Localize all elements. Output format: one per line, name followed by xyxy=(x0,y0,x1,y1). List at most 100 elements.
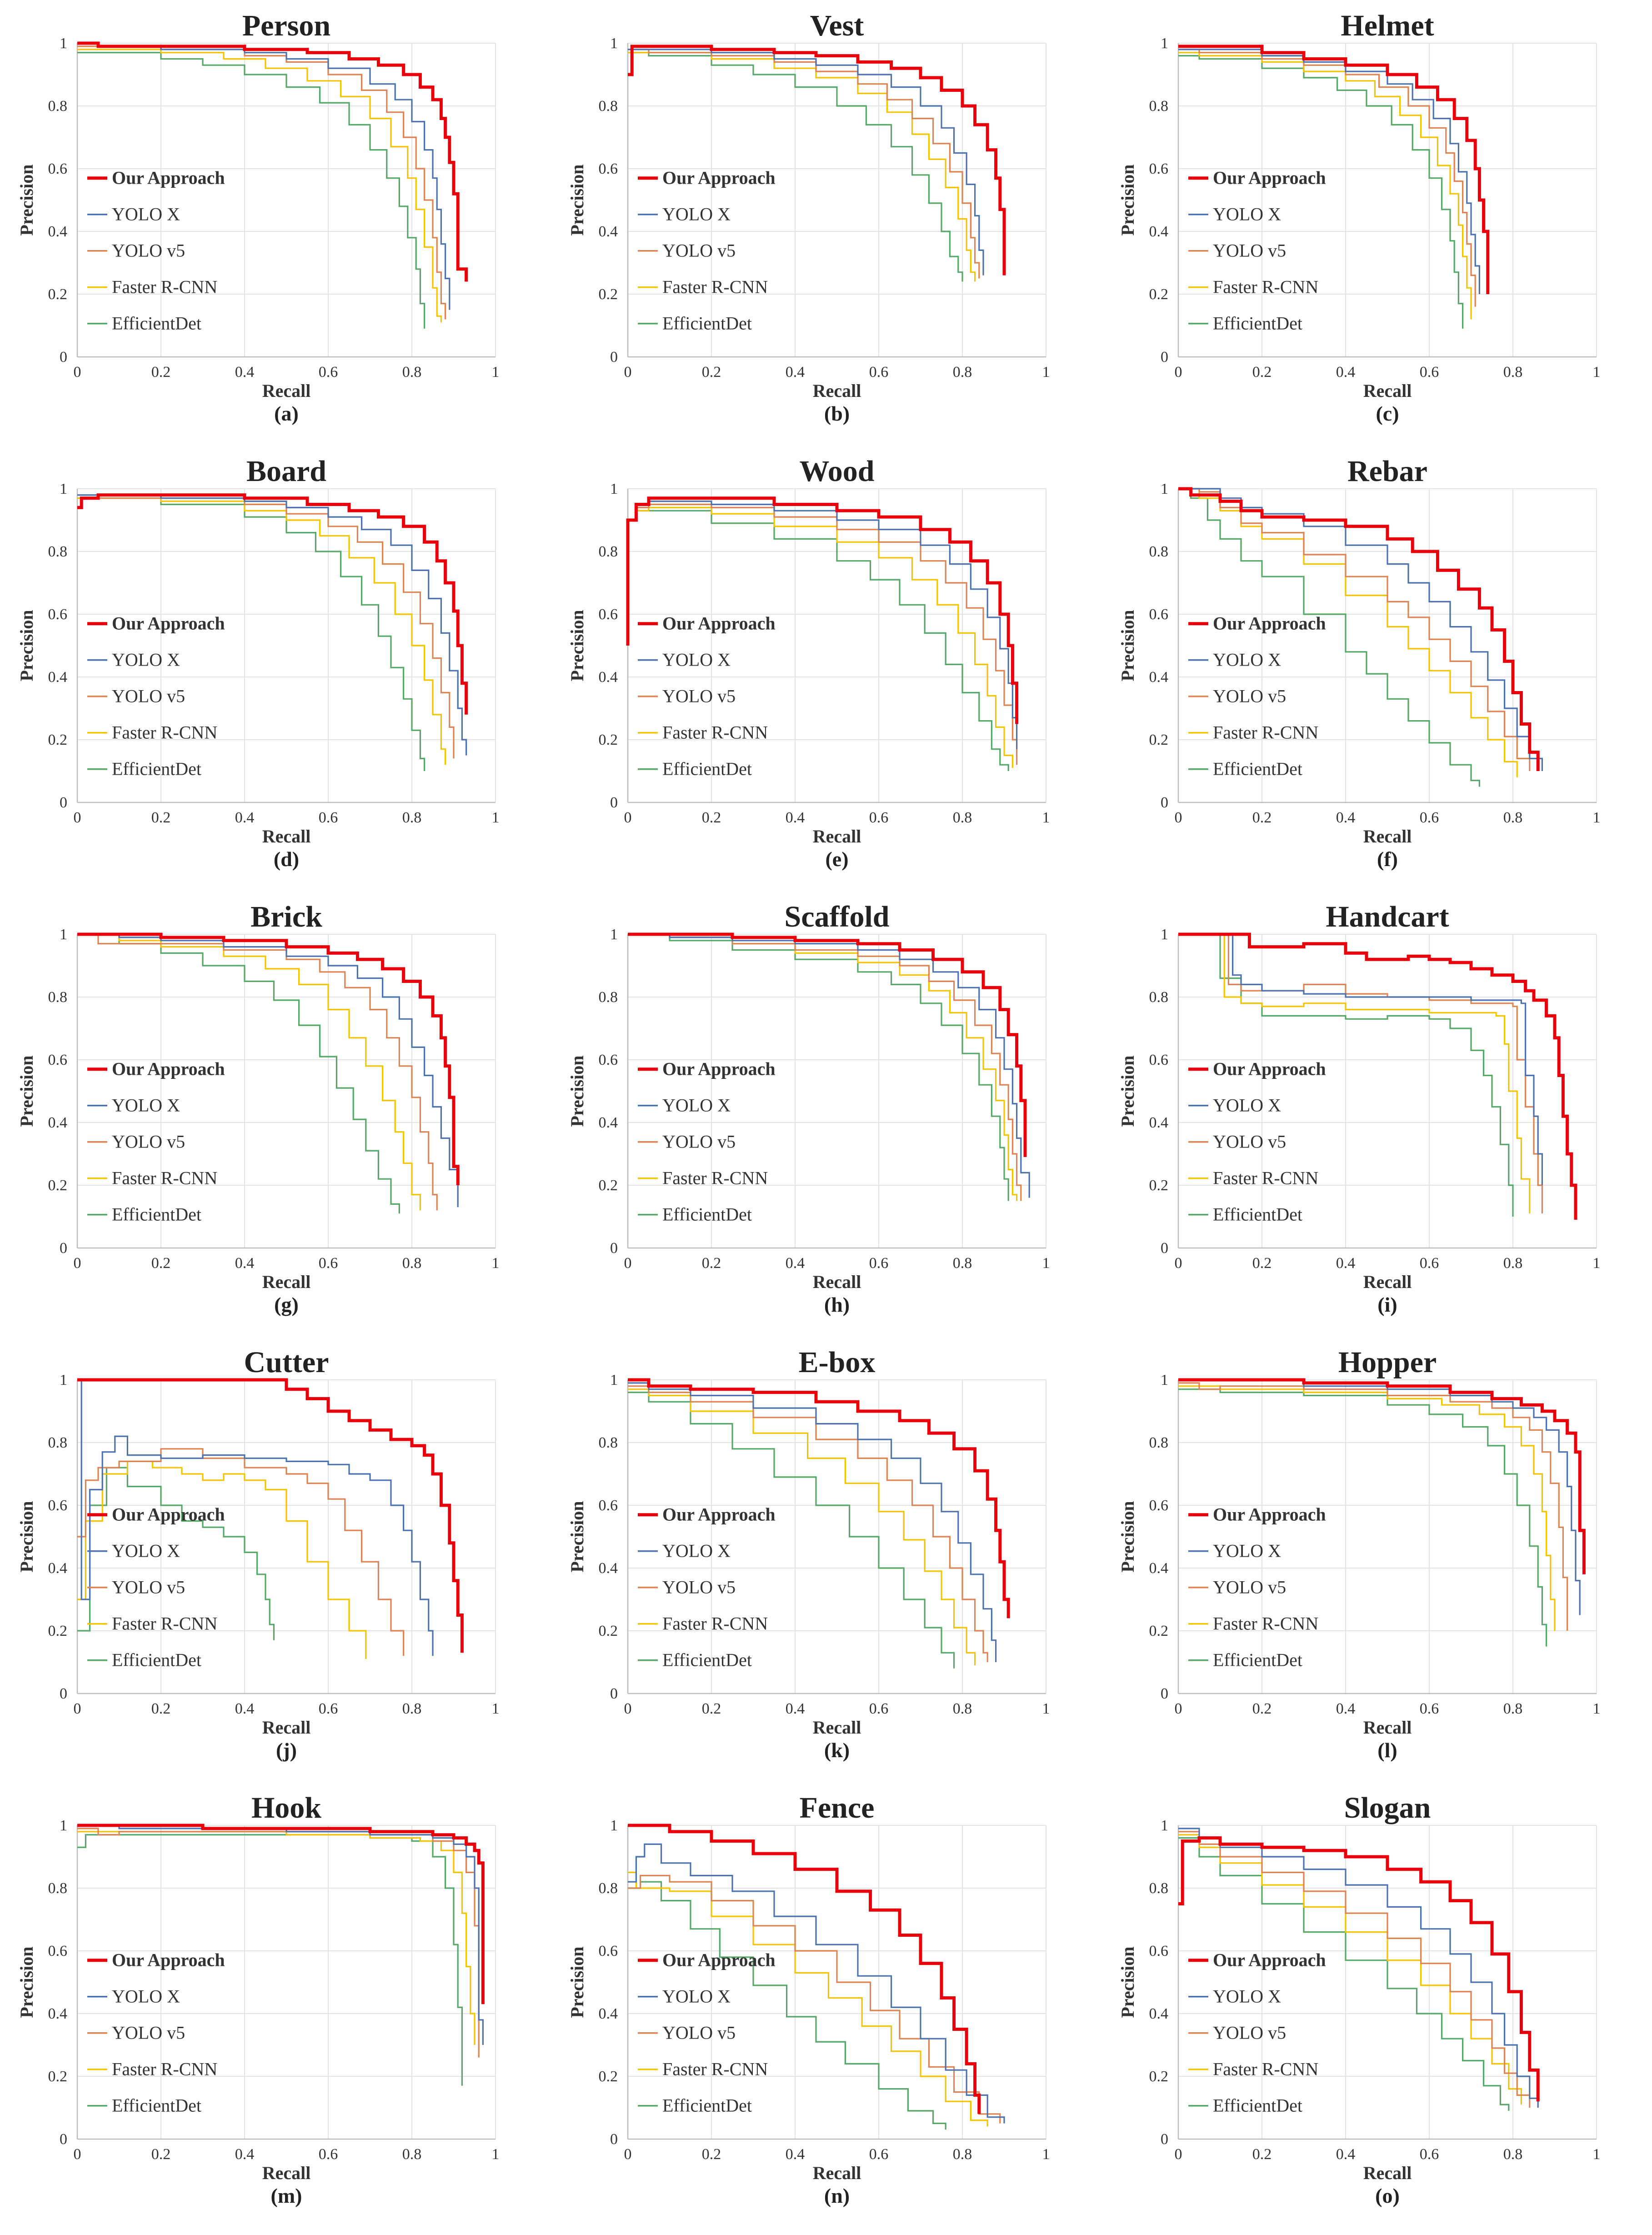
legend-entry: YOLO X xyxy=(662,1541,731,1561)
series-line-yolo-v5 xyxy=(628,1385,988,1662)
x-tick-label: 0.6 xyxy=(319,364,338,381)
x-tick-label: 0.4 xyxy=(235,1700,255,1717)
x-tick-label: 0.8 xyxy=(402,2146,422,2163)
y-axis-title: Precision xyxy=(16,1946,37,2018)
y-tick-label: 0 xyxy=(610,1240,618,1257)
x-tick-label: 0 xyxy=(74,1700,81,1717)
legend-entry: EfficientDet xyxy=(1213,759,1302,779)
legend-entry: Our Approach xyxy=(112,613,225,634)
y-tick-label: 0.6 xyxy=(48,1497,68,1514)
series-line-efficientdet xyxy=(628,933,1009,1201)
series-line-yolo-x xyxy=(1178,488,1543,771)
y-tick-label: 1 xyxy=(1161,1817,1168,1834)
x-axis-title: Recall xyxy=(1363,1717,1412,1738)
x-tick-label: 0.2 xyxy=(1252,1700,1272,1717)
chart-title: Wood xyxy=(799,455,874,488)
legend-entry: YOLO v5 xyxy=(112,1132,185,1152)
legend-entry: YOLO v5 xyxy=(662,241,736,261)
series-line-efficientdet xyxy=(1178,1388,1547,1647)
legend-entry: EfficientDet xyxy=(1213,1204,1302,1225)
y-tick-label: 0.6 xyxy=(599,1497,618,1514)
y-tick-label: 0.8 xyxy=(599,989,618,1006)
y-tick-label: 1 xyxy=(1161,926,1168,943)
x-tick-label: 0.2 xyxy=(151,364,171,381)
y-tick-label: 0.6 xyxy=(48,1943,68,1959)
panel-label: (i) xyxy=(1377,1293,1397,1316)
y-tick-label: 0.6 xyxy=(599,160,618,177)
legend-entry: Faster R-CNN xyxy=(112,1614,217,1634)
series-line-efficientdet xyxy=(1178,933,1514,1217)
x-tick-label: 1 xyxy=(1593,809,1601,826)
legend-entry: YOLO v5 xyxy=(662,686,736,707)
x-tick-label: 0.2 xyxy=(1252,364,1272,381)
y-tick-label: 0.4 xyxy=(48,669,68,686)
y-tick-label: 0.2 xyxy=(48,1177,68,1194)
y-tick-label: 1 xyxy=(60,481,67,497)
series-line-yolo-v5 xyxy=(628,1874,1001,2124)
legend-entry: YOLO v5 xyxy=(1213,2023,1286,2043)
series-line-yolo-x xyxy=(77,42,451,310)
chart-title: Scaffold xyxy=(785,900,890,933)
x-tick-label: 0.8 xyxy=(1503,2146,1523,2163)
y-tick-label: 1 xyxy=(1161,35,1168,52)
series-line-our-approach xyxy=(626,496,1019,724)
x-tick-label: 0.6 xyxy=(1420,2146,1439,2163)
x-tick-label: 1 xyxy=(1042,1255,1050,1272)
y-tick-label: 0 xyxy=(610,794,618,811)
y-tick-label: 0.4 xyxy=(1149,1114,1169,1131)
x-tick-label: 0.6 xyxy=(1420,364,1439,381)
y-tick-label: 0.2 xyxy=(1149,732,1169,748)
legend-entry: Faster R-CNN xyxy=(1213,722,1318,743)
x-tick-label: 0.8 xyxy=(953,364,972,381)
chart-panel-scaffold: Scaffold 0 0.2 0.4 0.6 0.8 1 0 0.2 0.4 0.6 0.8 1 Reca… xyxy=(567,900,1050,1316)
y-tick-label: 1 xyxy=(60,35,67,52)
panel-label: (h) xyxy=(824,1293,850,1316)
y-tick-label: 0.8 xyxy=(599,1434,618,1451)
series-line-yolo-v5 xyxy=(628,49,980,279)
x-tick-label: 1 xyxy=(492,1700,500,1717)
series-line-yolo-x xyxy=(628,1382,997,1662)
x-tick-label: 0.6 xyxy=(1420,809,1439,826)
y-tick-label: 1 xyxy=(1161,481,1168,497)
x-tick-label: 0.2 xyxy=(702,1700,721,1717)
legend-entry: YOLO X xyxy=(112,1986,180,2007)
y-axis-title: Precision xyxy=(1117,1055,1138,1127)
chart-title: E-box xyxy=(799,1346,876,1379)
y-tick-label: 0.4 xyxy=(48,1114,68,1131)
legend-entry: Our Approach xyxy=(112,168,225,188)
x-axis-title: Recall xyxy=(813,1272,861,1292)
panel-label: (k) xyxy=(824,1739,850,1762)
x-tick-label: 0.2 xyxy=(1252,2146,1272,2163)
y-tick-label: 1 xyxy=(610,1372,618,1388)
y-tick-label: 0.4 xyxy=(599,1114,618,1131)
y-tick-label: 1 xyxy=(610,35,618,52)
y-tick-label: 0.6 xyxy=(48,1052,68,1068)
x-axis-title: Recall xyxy=(262,1272,311,1292)
series-line-efficientdet xyxy=(628,510,1009,771)
y-tick-label: 0 xyxy=(1161,1685,1168,1702)
y-tick-label: 0.4 xyxy=(1149,2005,1169,2022)
legend-entry: YOLO X xyxy=(112,1095,180,1116)
x-tick-label: 1 xyxy=(492,2146,500,2163)
panel-label: (l) xyxy=(1377,1739,1397,1762)
x-tick-label: 0 xyxy=(1175,1700,1182,1717)
x-tick-label: 0.4 xyxy=(235,809,255,826)
panel-label: (e) xyxy=(825,847,848,871)
legend-entry: YOLO v5 xyxy=(1213,241,1286,261)
series-line-efficientdet xyxy=(628,1392,955,1669)
series-line-faster-r-cnn xyxy=(77,1460,367,1659)
x-axis-title: Recall xyxy=(813,826,861,847)
y-tick-label: 0.2 xyxy=(599,1623,618,1639)
chart-panel-hook: Hook 0 0.2 0.4 0.6 0.8 1 0 0.2 0.4 0.6 0.8 1 Recall Pr… xyxy=(16,1791,500,2207)
y-axis-title: Precision xyxy=(1117,610,1138,681)
series-line-efficientdet xyxy=(628,1881,946,2130)
panel-label: (c) xyxy=(1376,402,1399,425)
x-tick-label: 1 xyxy=(1042,2146,1050,2163)
y-tick-label: 0 xyxy=(1161,2131,1168,2148)
y-tick-label: 0 xyxy=(60,2131,67,2148)
chart-title: Hopper xyxy=(1338,1346,1437,1379)
x-tick-label: 0.6 xyxy=(319,2146,338,2163)
panel-label: (a) xyxy=(274,402,299,425)
y-tick-label: 0 xyxy=(610,349,618,366)
x-tick-label: 1 xyxy=(492,809,500,826)
